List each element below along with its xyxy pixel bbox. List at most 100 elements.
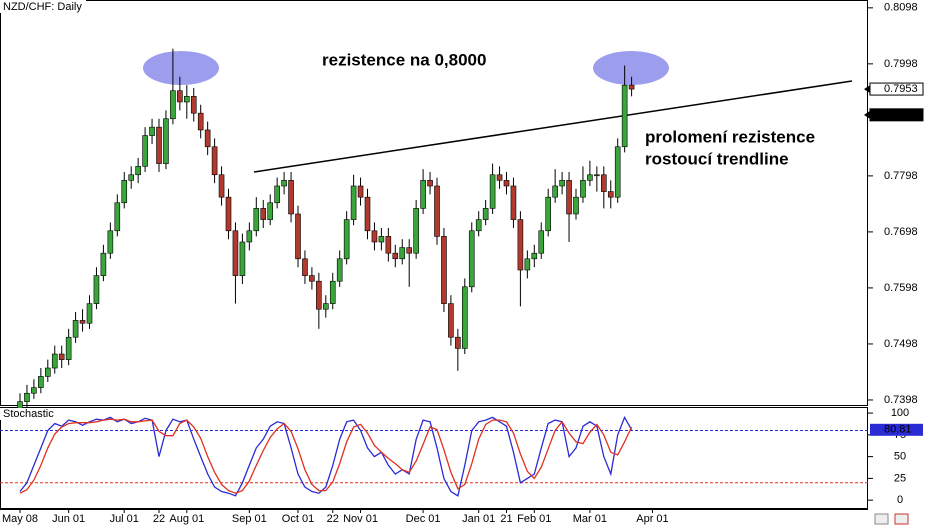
candle-body [378,236,385,243]
candle-body [329,280,336,304]
candle-body [468,230,475,288]
x-tick-label: 21 [500,513,512,525]
candle-body [531,252,538,260]
y-tick-label: 50 [894,451,906,463]
candle-body [628,84,635,90]
x-tick-label: Sep 01 [232,513,267,525]
candle-body [246,230,253,243]
candle-body [121,180,128,204]
candle-body [135,166,141,176]
annotation: prolomení rezistence [645,127,815,146]
candle-body [239,241,246,276]
x-tick-label: Dec 01 [406,513,441,525]
price-marker-label: 0.7907 [884,109,918,121]
candle-body [420,180,426,209]
y-tick-label: 0.7498 [884,338,918,350]
icon[interactable] [874,513,889,525]
candle-body [24,392,30,402]
x-tick-label: Nov 01 [343,513,378,525]
y-tick-label: 0.7598 [884,282,918,294]
candle-body [427,180,433,187]
candle-body [489,174,496,209]
candle-body [170,90,176,120]
candle-body [503,180,510,187]
x-tick-label: Mar 01 [573,513,607,525]
candle-body [322,303,329,310]
y-tick-label: 25 [894,472,906,484]
candle-body [302,258,308,276]
highlight-ellipse [143,51,219,85]
title-bg [0,0,86,13]
candle-body [448,303,454,338]
candle-body [253,208,260,232]
candle-body [594,174,600,177]
x-tick-label: Aug 01 [169,513,204,525]
candle-body [184,96,190,103]
trendline [253,80,853,173]
candle-body [455,336,461,349]
candle-body [552,185,558,198]
y-tick-label: 0.7998 [884,58,918,70]
candle-body [107,230,114,254]
price-marker-label: 0.7953 [884,83,918,95]
stochastic-line [19,418,633,494]
candle-body [295,213,301,260]
price-marker-arrow [864,110,870,119]
candle-body [281,180,287,187]
candle-body [197,112,204,131]
candle-body [149,126,155,136]
candle-body [211,146,218,176]
annotation: rezistence na 0,8000 [322,50,486,69]
candle-body [65,336,72,360]
candle-body [163,118,169,164]
y-tick-label: 100 [891,407,909,419]
candle-body [364,196,371,232]
candle-body [357,185,364,198]
candle-body [524,258,531,271]
x-tick-label: 22 [327,513,339,525]
candle-body [316,280,322,310]
candle-body [190,96,197,114]
candle-body [114,202,121,232]
candle-body [413,208,419,254]
candle-body [371,230,378,243]
candle-body [38,376,44,388]
candle-body [621,84,628,148]
icon[interactable] [894,513,909,525]
candle-body [399,247,406,260]
y-tick-label: 0.8098 [884,2,918,14]
stochastic-panel [0,407,868,509]
y-tick-label: 0 [897,494,903,506]
candle-body [204,129,211,148]
candle-body [441,236,447,304]
x-tick-label: Feb 01 [517,513,551,525]
y-tick-label: 0.7698 [884,226,918,238]
candle-body [545,196,552,232]
candle-body [496,174,503,181]
candle-body [58,353,65,360]
candle-body [614,146,621,198]
x-tick-label: Oct 01 [282,513,314,525]
marks [0,48,868,497]
candle-body [79,320,86,324]
candle-body [566,180,572,215]
y-tick-label: 0.7398 [884,394,918,406]
candle-body [559,180,565,187]
candle-body [232,230,239,276]
candle-body [475,219,482,232]
x-tick-label: 22 [153,513,165,525]
chart-title: NZD/CHF: Daily [3,1,82,13]
candle-body [218,174,225,198]
candle-body [86,303,93,324]
candle-body [288,180,294,215]
candle-body [461,286,468,349]
y-tick-label: 0.7798 [884,170,918,182]
candle-body [156,126,162,164]
candle-body [573,196,579,215]
candle-body [538,230,545,254]
candle-body [44,367,51,377]
candle-body [406,247,413,254]
candle-body [31,387,37,394]
candle-body [336,258,343,282]
